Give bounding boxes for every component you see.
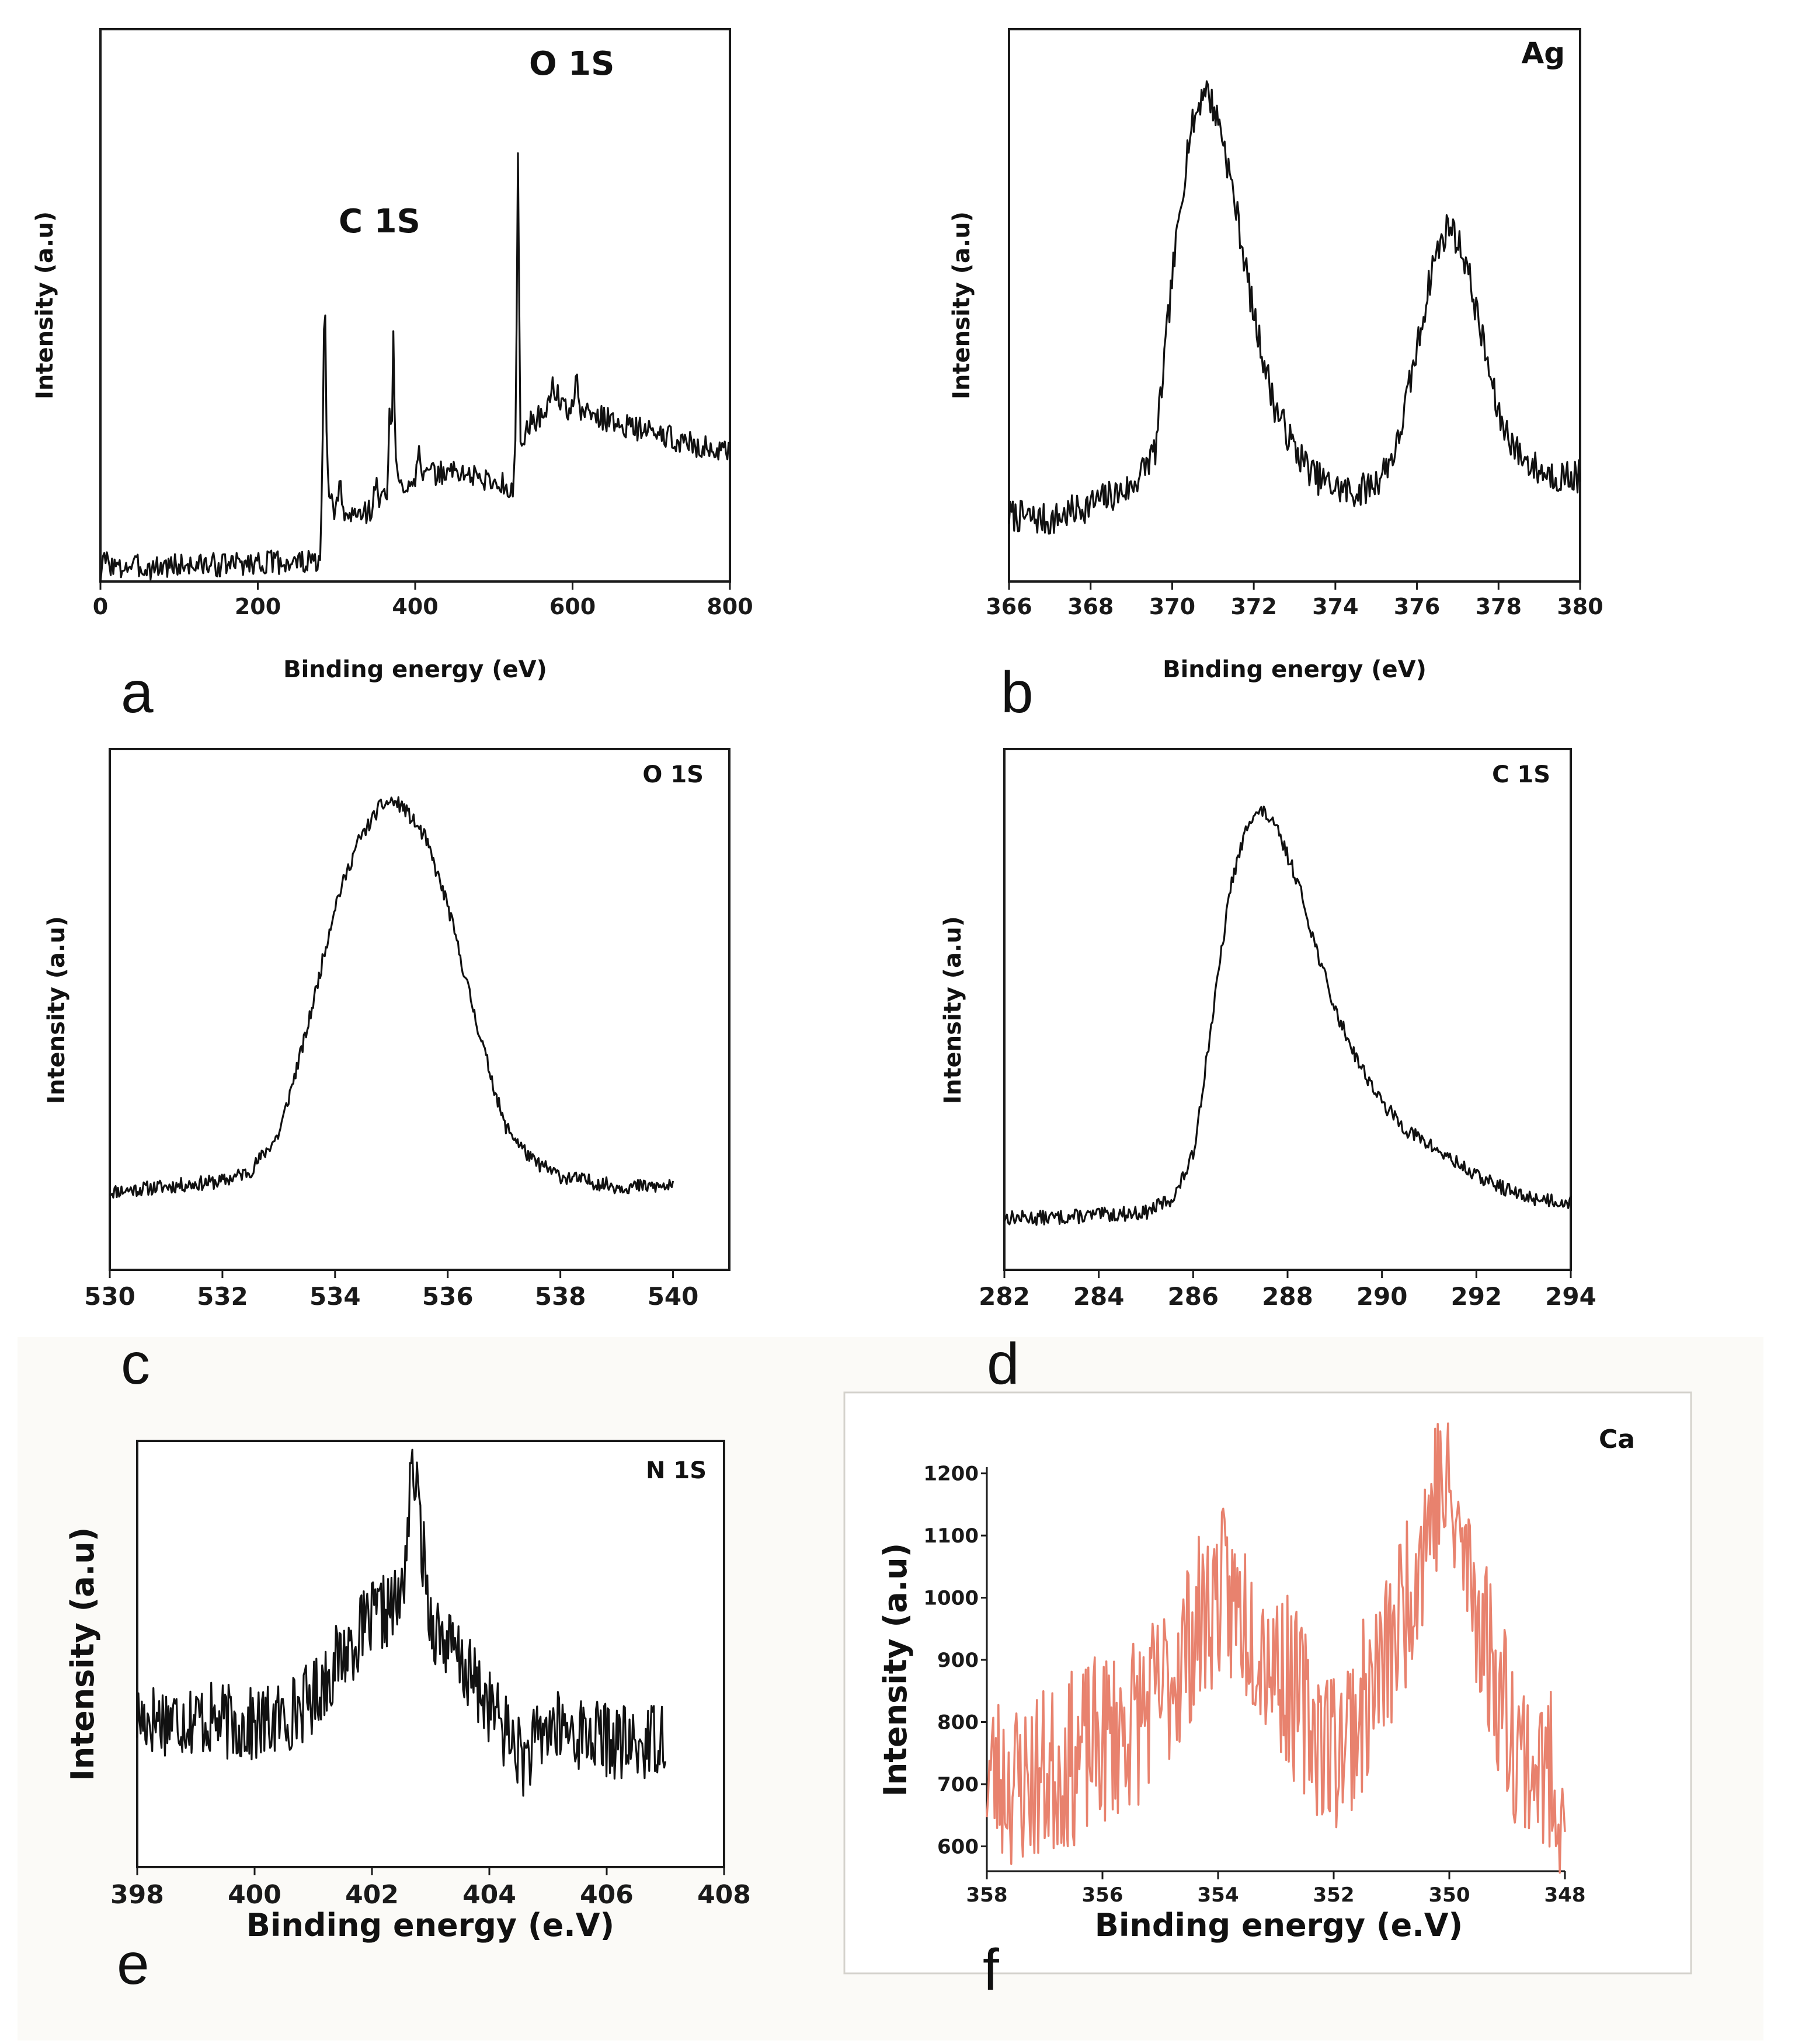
y-axis-title-e: Intensity (a.u) bbox=[64, 1527, 101, 1781]
x-tick-label-d: 294 bbox=[1545, 1282, 1596, 1311]
x-tick-label-f: 356 bbox=[1082, 1883, 1123, 1907]
y-tick-label-f: 900 bbox=[937, 1649, 979, 1672]
chart-panel-e: 398 400 402 404 406 408 Intensity (a.u) Binding… bbox=[64, 1440, 751, 1997]
y-axis-title-b: Intensity (a.u) bbox=[948, 211, 975, 399]
x-tick-label-a: 400 bbox=[392, 594, 438, 619]
x-tick-label-c: 540 bbox=[648, 1282, 699, 1311]
x-tick-label-b: 380 bbox=[1557, 594, 1603, 619]
x-tick-label-b: 374 bbox=[1312, 594, 1358, 619]
y-axis-title-f: Intensity (a.u) bbox=[877, 1543, 914, 1797]
x-tick-label-a: 0 bbox=[93, 594, 108, 619]
x-tick-label-e: 408 bbox=[697, 1880, 751, 1910]
x-tick-label-d: 290 bbox=[1356, 1282, 1408, 1311]
y-tick-label-f: 1100 bbox=[923, 1524, 979, 1548]
data-line-a bbox=[99, 152, 730, 583]
x-tick-label-b: 370 bbox=[1149, 594, 1195, 619]
x-tick-label-f: 350 bbox=[1429, 1883, 1470, 1907]
data-line-f bbox=[986, 1422, 1566, 1874]
y-tick-label-f: 1000 bbox=[923, 1586, 979, 1610]
peak-label-a: C 1S bbox=[339, 203, 420, 241]
peak-label-b: Ag bbox=[1522, 36, 1566, 70]
x-tick-label-d: 284 bbox=[1073, 1282, 1125, 1311]
data-line-e bbox=[136, 1448, 667, 1797]
x-axis-title-b: Binding energy (eV) bbox=[1163, 656, 1427, 683]
x-tick-label-f: 358 bbox=[966, 1883, 1008, 1907]
y-axis-title-a: Intensity (a.u) bbox=[32, 211, 58, 399]
x-tick-label-d: 288 bbox=[1262, 1282, 1313, 1311]
data-line-c bbox=[109, 796, 674, 1199]
data-line-d bbox=[1003, 805, 1572, 1226]
data-line-b bbox=[1008, 80, 1581, 535]
x-tick-label-c: 536 bbox=[422, 1282, 474, 1311]
chart-panel-c: 530 532 534 536 538 540 Intensity (a.u) c O 1S bbox=[43, 748, 730, 1397]
x-tick-label-f: 354 bbox=[1198, 1883, 1239, 1907]
x-tick-label-b: 376 bbox=[1394, 594, 1440, 619]
panel-letter-d: d bbox=[987, 1331, 1020, 1397]
chart-panel-d: 282 284 286 288 290 292 294 Intensity (a.u) d C 1… bbox=[940, 748, 1596, 1397]
chart-panel-b: 366 368 370 372 374 376 378 380 Intensity (a.u) B… bbox=[948, 28, 1603, 725]
x-axis-title-a: Binding energy (eV) bbox=[283, 656, 547, 683]
chart-panel-a: 0 200 400 600 800 Intensity (a.u) Binding ener… bbox=[32, 28, 753, 725]
x-tick-label-e: 406 bbox=[580, 1880, 634, 1910]
peak-label-c: O 1S bbox=[642, 761, 704, 788]
plot-frame-b bbox=[1008, 28, 1581, 583]
y-tick-label-f: 1200 bbox=[923, 1463, 979, 1486]
peak-label-f: Ca bbox=[1599, 1425, 1635, 1454]
plot-frame-d bbox=[1003, 748, 1572, 1271]
peak-label-d: C 1S bbox=[1492, 761, 1550, 788]
x-tick-label-f: 352 bbox=[1313, 1883, 1355, 1907]
x-tick-label-f: 348 bbox=[1544, 1883, 1586, 1907]
x-tick-label-b: 378 bbox=[1476, 594, 1522, 619]
x-tick-label-c: 530 bbox=[84, 1282, 135, 1311]
x-tick-label-e: 404 bbox=[462, 1880, 516, 1910]
panel-letter-c: c bbox=[121, 1331, 150, 1397]
x-tick-label-e: 398 bbox=[110, 1880, 164, 1910]
panel-letter-a: a bbox=[121, 660, 154, 725]
y-tick-label-f: 700 bbox=[937, 1773, 979, 1796]
x-tick-label-a: 800 bbox=[707, 594, 753, 619]
plot-frame-e bbox=[136, 1440, 725, 1868]
panel-letter-f: f bbox=[983, 1937, 999, 2003]
x-axis-title-e: Binding energy (e.V) bbox=[246, 1907, 614, 1944]
x-tick-label-c: 534 bbox=[309, 1282, 361, 1311]
y-tick-label-f: 600 bbox=[937, 1835, 979, 1858]
y-axis-title-c: Intensity (a.u) bbox=[43, 916, 70, 1104]
x-tick-label-e: 402 bbox=[345, 1880, 399, 1910]
x-tick-label-b: 372 bbox=[1230, 594, 1276, 619]
x-tick-label-a: 200 bbox=[235, 594, 281, 619]
peak-label-a: O 1S bbox=[529, 45, 614, 83]
x-tick-label-e: 400 bbox=[228, 1880, 281, 1910]
x-axis-title-f: Binding energy (e.V) bbox=[1095, 1907, 1463, 1944]
panel-letter-b: b bbox=[1001, 660, 1034, 725]
panel-letter-e: e bbox=[117, 1931, 149, 1997]
y-axis-title-d: Intensity (a.u) bbox=[940, 916, 966, 1104]
plot-frame-a bbox=[99, 28, 731, 583]
x-tick-label-d: 286 bbox=[1167, 1282, 1219, 1311]
x-tick-label-c: 538 bbox=[535, 1282, 586, 1311]
x-tick-label-a: 600 bbox=[549, 594, 596, 619]
x-tick-label-b: 368 bbox=[1067, 594, 1114, 619]
x-tick-label-d: 292 bbox=[1450, 1282, 1502, 1311]
x-tick-label-c: 532 bbox=[197, 1282, 248, 1311]
y-tick-label-f: 800 bbox=[937, 1711, 979, 1734]
x-tick-label-b: 366 bbox=[986, 594, 1032, 619]
x-tick-label-d: 282 bbox=[979, 1282, 1030, 1311]
peak-label-e: N 1S bbox=[646, 1457, 707, 1484]
chart-panel-f: 358 356 354 352 350 348 600 700 800 900 1000 1100 12… bbox=[877, 1422, 1635, 2003]
